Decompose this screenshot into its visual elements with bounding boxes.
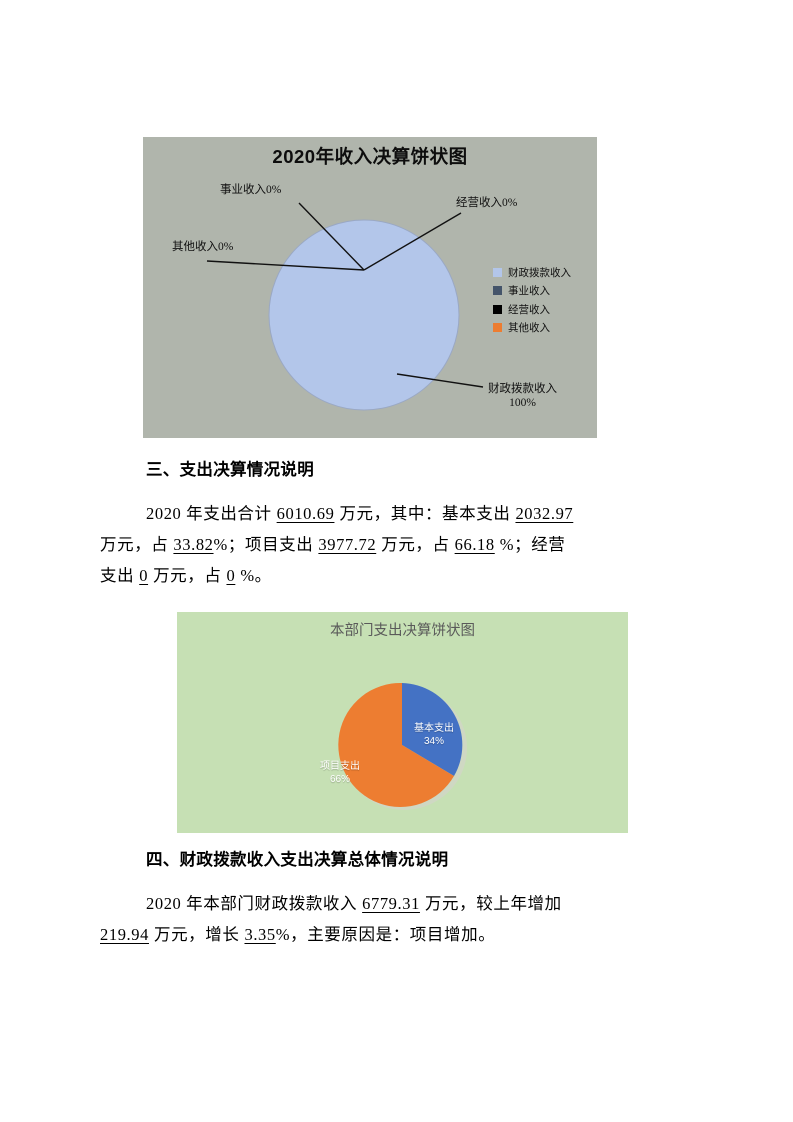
legend-swatch-icon-caizheng bbox=[493, 267, 502, 277]
data-label-xiangmu-text: 项目支出 bbox=[320, 761, 360, 772]
expenditure-paragraph-line3: 支出 0 万元，占 0%。 bbox=[100, 560, 272, 591]
expenditure-paragraph-line2: 万元，占 33.82%；项目支出 3977.72 万元，占 66.18 %；经营 bbox=[100, 529, 565, 560]
data-label-jiben: 基本支出 34% bbox=[399, 722, 469, 748]
app-amount-value: 6779.31 bbox=[362, 894, 420, 913]
legend-swatch-icon-jingying bbox=[493, 304, 502, 314]
callout-jingying: 经营收入0% bbox=[456, 197, 518, 209]
app-growth-percent: 3.35 bbox=[244, 925, 276, 944]
legend-item-shiye: 事业收入 bbox=[493, 282, 571, 301]
legend-item-caizheng: 财政拨款收入 bbox=[493, 263, 571, 282]
exp-basic-percent: 33.82 bbox=[173, 535, 214, 554]
legend-swatch-icon-qita bbox=[493, 323, 502, 333]
chart-title: 2020年收入决算饼状图 bbox=[272, 146, 468, 167]
expenditure-pie-graphic bbox=[338, 682, 467, 810]
pie-slice-xiangmu bbox=[338, 682, 454, 807]
callout-caizheng: 财政拨款收入 100% bbox=[488, 383, 557, 410]
expenditure-pie-chart: 本部门支出决算饼状图 基本支出 34% 项目支出 66% bbox=[177, 612, 628, 833]
legend-swatch-icon-shiye bbox=[493, 286, 502, 296]
exp-basic-value: 2032.97 bbox=[515, 504, 574, 523]
leader-line-jingying bbox=[363, 212, 462, 271]
app-l1-b: 万元，较上年增加 bbox=[424, 894, 562, 913]
pie-slice-caizheng bbox=[268, 219, 460, 411]
callout-caizheng-percent: 100% bbox=[509, 396, 536, 409]
leader-line-qita bbox=[206, 260, 365, 271]
exp-l2-c: 万元，占 bbox=[381, 535, 450, 554]
heading-expenditure: 三、支出决算情况说明 bbox=[146, 461, 314, 479]
exp-l3-a: 支出 bbox=[100, 566, 135, 585]
exp-l3-b: 万元，占 bbox=[153, 566, 222, 585]
legend-label-jingying: 经营收入 bbox=[508, 304, 550, 316]
data-label-jiben-percent: 34% bbox=[423, 736, 444, 747]
exp-l1-a: 2020 年支出合计 bbox=[146, 504, 272, 523]
exp-project-percent: 66.18 bbox=[454, 535, 495, 554]
data-label-xiangmu: 项目支出 66% bbox=[305, 760, 375, 786]
exp-operating-percent: 0 bbox=[226, 566, 236, 585]
callout-shiye: 事业收入0% bbox=[220, 184, 282, 196]
data-label-xiangmu-percent: 66% bbox=[329, 774, 350, 785]
exp-l2-d: %；经营 bbox=[499, 535, 566, 554]
pie-slice-jiben bbox=[402, 683, 463, 776]
legend-item-qita: 其他收入 bbox=[493, 319, 571, 338]
callout-caizheng-label: 财政拨款收入 bbox=[488, 383, 557, 395]
leader-line-caizheng bbox=[396, 373, 484, 388]
callout-qita: 其他收入0% bbox=[172, 241, 234, 253]
income-pie-graphic bbox=[206, 202, 484, 411]
exp-l2-a: 万元，占 bbox=[100, 535, 169, 554]
chart-title-2: 本部门支出决算饼状图 bbox=[330, 623, 475, 639]
expenditure-paragraph-line1: 2020 年支出合计 6010.69 万元，其中：基本支出 2032.97 bbox=[146, 498, 573, 529]
data-label-jiben-text: 基本支出 bbox=[414, 723, 454, 734]
app-l2-b: %，主要原因是：项目增加。 bbox=[275, 925, 496, 944]
income-pie-chart: 2020年收入决算饼状图 事业收入0% 经营收入0% 其他收入0% 财政拨款收入… bbox=[143, 137, 597, 438]
legend-item-jingying: 经营收入 bbox=[493, 300, 571, 319]
app-l1-a: 2020 年本部门财政拨款收入 bbox=[146, 894, 358, 913]
exp-l1-b: 万元，其中：基本支出 bbox=[339, 504, 511, 523]
legend-label-caizheng: 财政拨款收入 bbox=[508, 267, 571, 279]
app-increase-value: 219.94 bbox=[100, 925, 149, 944]
appropriation-paragraph-line2: 219.94 万元，增长 3.35%，主要原因是：项目增加。 bbox=[100, 919, 495, 950]
chart-legend: 财政拨款收入 事业收入 经营收入 其他收入 bbox=[493, 263, 571, 337]
exp-project-value: 3977.72 bbox=[318, 535, 377, 554]
appropriation-paragraph-line1: 2020 年本部门财政拨款收入 6779.31 万元，较上年增加 bbox=[146, 888, 562, 919]
exp-total-value: 6010.69 bbox=[276, 504, 335, 523]
app-l2-a: 万元，增长 bbox=[153, 925, 240, 944]
exp-operating-value: 0 bbox=[139, 566, 149, 585]
legend-label-qita: 其他收入 bbox=[508, 323, 550, 335]
exp-l2-b: %；项目支出 bbox=[213, 535, 314, 554]
heading-appropriation: 四、财政拨款收入支出决算总体情况说明 bbox=[146, 851, 449, 869]
exp-l3-c: %。 bbox=[240, 566, 272, 585]
leader-line-shiye bbox=[298, 202, 365, 271]
legend-label-shiye: 事业收入 bbox=[508, 286, 550, 298]
